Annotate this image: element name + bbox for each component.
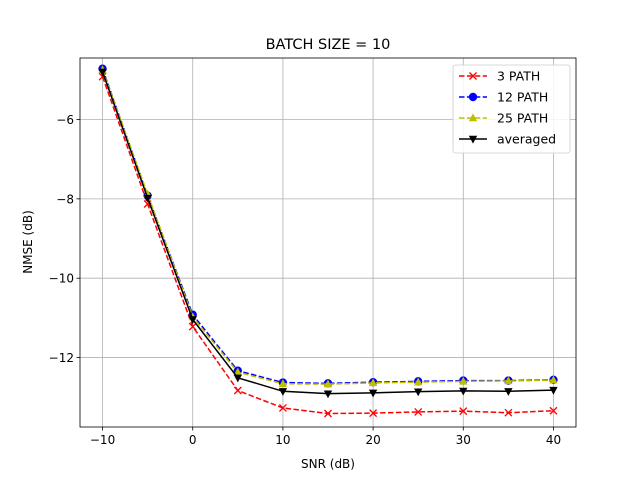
data-point-triangle-up-marker bbox=[278, 379, 288, 387]
series-averaged bbox=[98, 68, 558, 399]
legend-label: averaged bbox=[497, 132, 556, 147]
data-point-x-marker bbox=[369, 409, 378, 418]
x-tick-label: 0 bbox=[189, 433, 197, 447]
legend-entry: 25 PATH bbox=[459, 111, 548, 126]
axis-ticks: −10 0 10 20 30 40 −12 −10 −8 −6 bbox=[49, 113, 561, 447]
legend-entry: averaged bbox=[459, 132, 556, 147]
x-axis-label: SNR (dB) bbox=[301, 457, 355, 471]
data-point-triangle-up-marker bbox=[504, 376, 513, 385]
data-point-triangle-up-marker bbox=[233, 367, 243, 376]
legend-entry: 12 PATH bbox=[459, 90, 548, 105]
x-tick-label: 40 bbox=[546, 433, 561, 447]
legend: 3 PATH 12 PATH 25 PATH averaged bbox=[452, 64, 571, 154]
data-point-triangle-down-marker bbox=[143, 194, 152, 203]
series-3-path bbox=[98, 72, 558, 418]
legend-label: 3 PATH bbox=[497, 69, 540, 84]
x-tick-label: 20 bbox=[365, 433, 380, 447]
data-point-triangle-down-marker bbox=[549, 386, 558, 395]
marker-stroke bbox=[188, 322, 197, 331]
data-point-triangle-up-marker bbox=[413, 377, 423, 386]
legend-entry: 3 PATH bbox=[459, 69, 540, 84]
data-point-triangle-up-marker bbox=[323, 379, 333, 388]
data-point-triangle-down-marker bbox=[459, 387, 468, 396]
legend-label: 25 PATH bbox=[497, 111, 548, 126]
y-tick-label: −6 bbox=[56, 113, 74, 127]
data-point-x-marker bbox=[188, 322, 197, 331]
marker-stroke bbox=[324, 409, 332, 418]
data-point-triangle-up-marker bbox=[468, 113, 478, 122]
y-tick-label: −12 bbox=[49, 351, 74, 365]
legend-label: 12 PATH bbox=[497, 90, 548, 105]
data-point-triangle-down-marker bbox=[323, 390, 333, 399]
data-point-triangle-down-marker bbox=[188, 316, 197, 325]
plot-frame bbox=[79, 57, 577, 428]
data-point-triangle-down-marker bbox=[98, 68, 107, 77]
data-point-x-marker bbox=[504, 408, 513, 417]
x-tick-label: 30 bbox=[456, 433, 471, 447]
series-area bbox=[98, 64, 558, 418]
data-point-triangle-down-marker bbox=[413, 388, 423, 397]
data-point-triangle-up-marker bbox=[549, 375, 558, 384]
y-axis-label: NMSE (dB) bbox=[21, 210, 35, 274]
marker-stroke bbox=[369, 409, 378, 418]
data-point-x-marker bbox=[469, 72, 477, 80]
legend-box bbox=[452, 64, 571, 154]
data-point-triangle-down-marker bbox=[233, 374, 243, 383]
x-tick-label: −10 bbox=[90, 433, 115, 447]
data-point-triangle-down-marker bbox=[468, 135, 478, 144]
marker-stroke bbox=[233, 386, 242, 395]
x-tick-label: 10 bbox=[275, 433, 290, 447]
data-point-x-marker bbox=[414, 407, 423, 416]
data-point-triangle-down-marker bbox=[368, 389, 378, 398]
data-point-x-marker bbox=[549, 406, 558, 415]
y-tick-label: −10 bbox=[49, 272, 74, 286]
data-point-x-marker bbox=[233, 386, 242, 395]
data-point-triangle-down-marker bbox=[504, 388, 513, 396]
chart-title: BATCH SIZE = 10 bbox=[266, 37, 391, 53]
marker-stroke bbox=[459, 407, 468, 416]
data-point-x-marker bbox=[459, 407, 468, 416]
marker-stroke bbox=[278, 403, 287, 412]
data-point-x-marker bbox=[324, 409, 332, 418]
marker-stroke bbox=[143, 200, 152, 208]
data-point-triangle-up-marker bbox=[368, 378, 378, 387]
data-point-triangle-down-marker bbox=[278, 388, 288, 396]
marker-stroke bbox=[469, 72, 477, 80]
marker-stroke bbox=[504, 408, 513, 417]
y-tick-label: −8 bbox=[56, 192, 74, 206]
data-point-circle-marker bbox=[468, 92, 478, 102]
marker-stroke bbox=[549, 406, 558, 415]
data-point-x-marker bbox=[278, 403, 287, 412]
data-point-triangle-up-marker bbox=[459, 376, 468, 385]
marker-stroke bbox=[414, 407, 423, 416]
